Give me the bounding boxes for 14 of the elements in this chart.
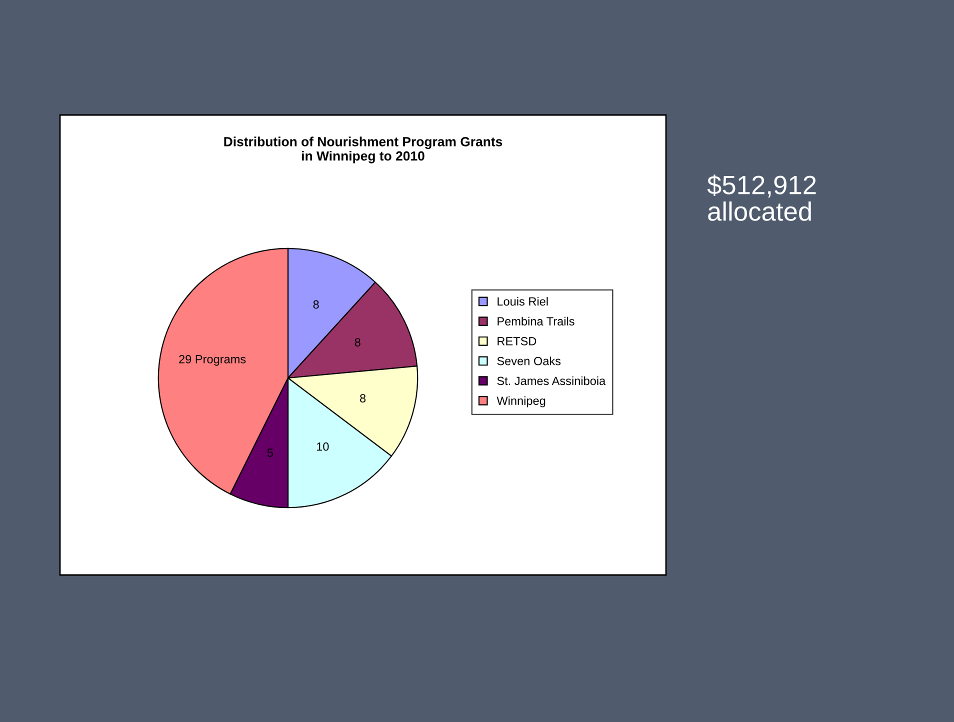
data-label: 8 bbox=[354, 338, 360, 347]
legend-label: Pembina Trails bbox=[498, 316, 574, 326]
legend-label: St. James Assiniboia bbox=[497, 376, 606, 386]
data-label: 10 bbox=[316, 442, 329, 451]
text: $512,912 allocated bbox=[707, 174, 816, 221]
data-label: 5 bbox=[267, 448, 273, 457]
data-label: 8 bbox=[360, 394, 366, 402]
legend-label: Seven Oaks bbox=[497, 356, 561, 366]
chart-title: Distribution of Nourishment Program Grants in Winnipeg to 2010 bbox=[224, 136, 502, 164]
data-label: 8 bbox=[313, 300, 319, 309]
legend-label: Louis Riel bbox=[498, 296, 548, 306]
legend-label: Winnipeg bbox=[496, 396, 546, 408]
data-label: 29 Programs bbox=[179, 355, 246, 366]
legend-label: RETSD bbox=[498, 337, 536, 346]
